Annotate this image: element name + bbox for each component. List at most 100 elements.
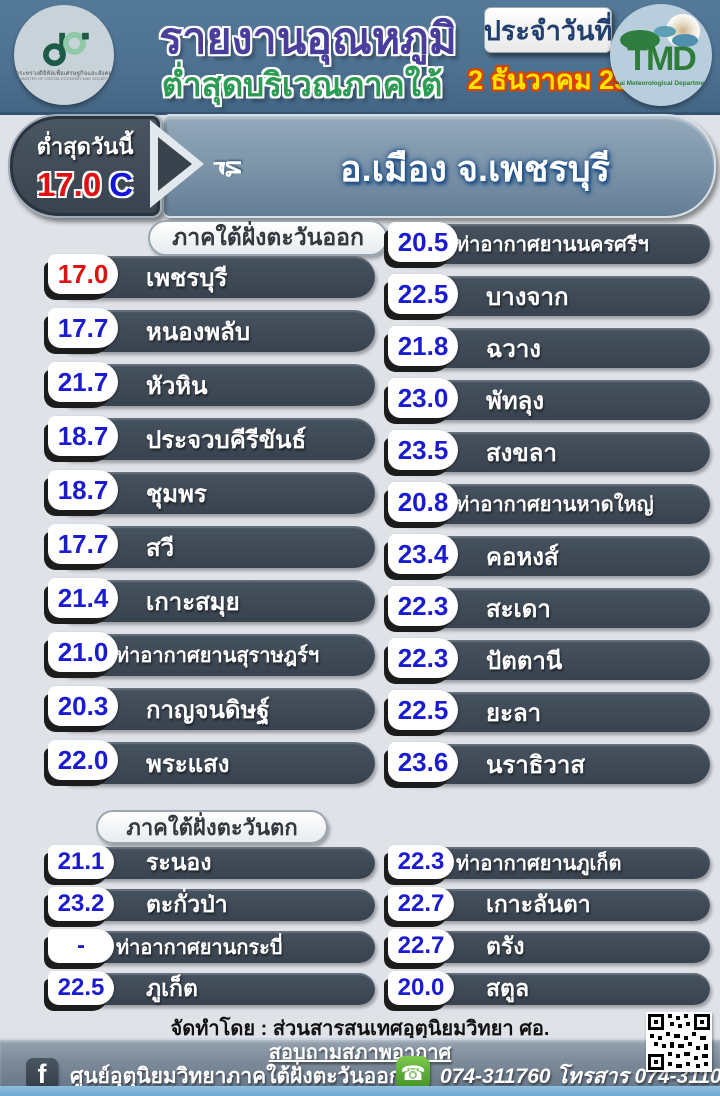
station-name: ตะกั่วป่า [146,891,228,917]
station-row: กาญจนดิษฐ์ 20.3 [48,686,375,732]
station-row: เกาะลันตา 22.7 [388,887,710,923]
station-row: ท่าอากาศยานภูเก็ต 22.3 [388,845,710,881]
station-name: ฉวาง [486,335,542,363]
station-temp-value: 22.3 [397,642,449,673]
station-temp-badge: 21.8 [388,326,458,366]
station-row: ภูเก็ต 22.5 [48,971,375,1007]
station-temp-value: 21.1 [57,848,105,875]
station-temp-badge: 18.7 [48,470,118,510]
station-temp-badge: 21.1 [48,845,114,879]
station-temp-value: - [77,932,85,959]
station-temp-value: 23.5 [397,434,449,465]
station-temp-value: 20.5 [397,226,449,257]
station-temp-badge: 23.0 [388,378,458,418]
station-row: สตูล 20.0 [388,971,710,1007]
station-temp-value: 20.0 [397,974,445,1001]
date-label: ประจำวันที่ [484,7,612,53]
station-list-west-right: ท่าอากาศยานภูเก็ต 22.3 เกาะลันตา 22.7 ตร… [388,845,710,1013]
report-title-line1: รายงานอุณหภูมิ [159,15,457,63]
station-temp-value: 22.5 [397,694,449,725]
min-today-unit: C [109,165,134,203]
station-temp-value: 18.7 [57,420,109,451]
station-temp-badge: 22.5 [388,690,458,730]
station-temp-badge: 22.0 [48,740,118,780]
station-row: ท่าอากาศยานนครศรีฯ 20.5 [388,222,710,266]
station-list-west-left: ระนอง 21.1 ตะกั่วป่า 23.2 ท่าอากาศยานกระ… [48,845,375,1013]
station-temp-badge: 17.7 [48,308,118,348]
station-list-east-right: ท่าอากาศยานนครศรีฯ 20.5 บางจาก 22.5 ฉวาง… [388,222,710,794]
station-row: หัวหิน 21.7 [48,362,375,408]
station-name: หนองพลับ [146,318,251,346]
station-temp-value: 17.7 [57,528,109,559]
station-temp-badge: 22.3 [388,638,458,678]
mdes-logo-mark [43,31,89,66]
station-temp-badge: 22.5 [48,971,114,1005]
station-temp-badge: 17.0 [48,254,118,294]
station-name: เกาะสมุย [146,588,240,616]
station-row: ชุมพร 18.7 [48,470,375,516]
station-temp-value: 22.7 [397,932,445,959]
station-temp-value: 21.0 [57,636,109,667]
section-title-east: ภาคใต้ฝั่งตะวันออก [148,220,388,256]
station-temp-value: 23.6 [397,746,449,777]
station-temp-value: 17.0 [57,258,109,289]
station-temp-value: 22.0 [57,744,109,775]
min-today-badge: ต่ำสุดวันนี้ 17.0 C [8,114,162,218]
station-temp-badge: 22.7 [388,887,454,921]
station-row: ยะลา 22.5 [388,690,710,734]
credit-line: จัดทำโดย : ส่วนสารสนเทศอุตุนิยมวิทยา ศอ. [170,1018,550,1040]
station-row: ฉวาง 21.8 [388,326,710,370]
section-title-west: ภาคใต้ฝั่งตะวันตก [96,810,328,844]
station-name: ท่าอากาศยานสุราษฎร์ฯ [116,645,320,667]
station-row: คอหงส์ 23.4 [388,534,710,578]
station-name-bar: สตูล [400,973,710,1005]
station-row: สงขลา 23.5 [388,430,710,474]
station-name: สงขลา [486,439,557,467]
station-row: ตรัง 22.7 [388,929,710,965]
station-row: สะเดา 22.3 [388,586,710,630]
station-temp-badge: 21.0 [48,632,118,672]
tmd-cloud-icon [672,34,698,47]
mdes-caption-en: MINISTRY OF DIGITAL ECONOMY AND SOCIETY [18,76,110,82]
station-name: สตูล [486,975,530,1001]
station-row: ท่าอากาศยานหาดใหญ่ 20.8 [388,482,710,526]
footer-bar [0,1038,720,1088]
min-today-label: ต่ำสุดวันนี้ [36,133,134,159]
at-label: ที่ [216,159,247,178]
station-temp-badge: 22.3 [388,845,454,879]
station-row: บางจาก 22.5 [388,274,710,318]
station-row: พัทลุง 23.0 [388,378,710,422]
station-name-bar: ยะลา [400,692,710,732]
station-name: พระแสง [146,750,230,778]
station-temp-badge: 23.6 [388,742,458,782]
station-name: หัวหิน [146,372,208,400]
facebook-icon[interactable]: f [26,1058,58,1090]
station-temp-value: 21.8 [397,330,449,361]
station-row: หนองพลับ 17.7 [48,308,375,354]
station-list-east-left: เพชรบุรี 17.0 หนองพลับ 17.7 หัวหิน 21.7 … [48,254,375,794]
station-name: คอหงส์ [486,543,559,571]
station-temp-badge: 22.3 [388,586,458,626]
station-row: ท่าอากาศยานกระบี่ - [48,929,375,965]
location-banner [162,114,716,218]
station-temp-badge: - [48,929,114,963]
station-temp-value: 23.0 [397,382,449,413]
tmd-abbr: TMD [627,40,697,78]
station-name: ท่าอากาศยานหาดใหญ่ [456,494,654,516]
station-temp-value: 23.4 [397,538,449,569]
station-row: สวี 17.7 [48,524,375,570]
station-temp-value: 22.3 [397,590,449,621]
station-temp-value: 21.7 [57,366,109,397]
station-temp-value: 22.7 [397,890,445,917]
station-name-bar: ตรัง [400,931,710,963]
station-row: ประจวบคีรีขันธ์ 18.7 [48,416,375,462]
station-temp-badge: 22.7 [388,929,454,963]
station-temp-value: 20.8 [397,486,449,517]
station-name-bar: เพชรบุรี [60,256,375,298]
station-name: นราธิวาส [486,751,586,779]
station-temp-value: 21.4 [57,582,109,613]
station-name: บางจาก [486,283,569,311]
station-name: ท่าอากาศยานนครศรีฯ [456,234,649,256]
station-temp-badge: 20.3 [48,686,118,726]
